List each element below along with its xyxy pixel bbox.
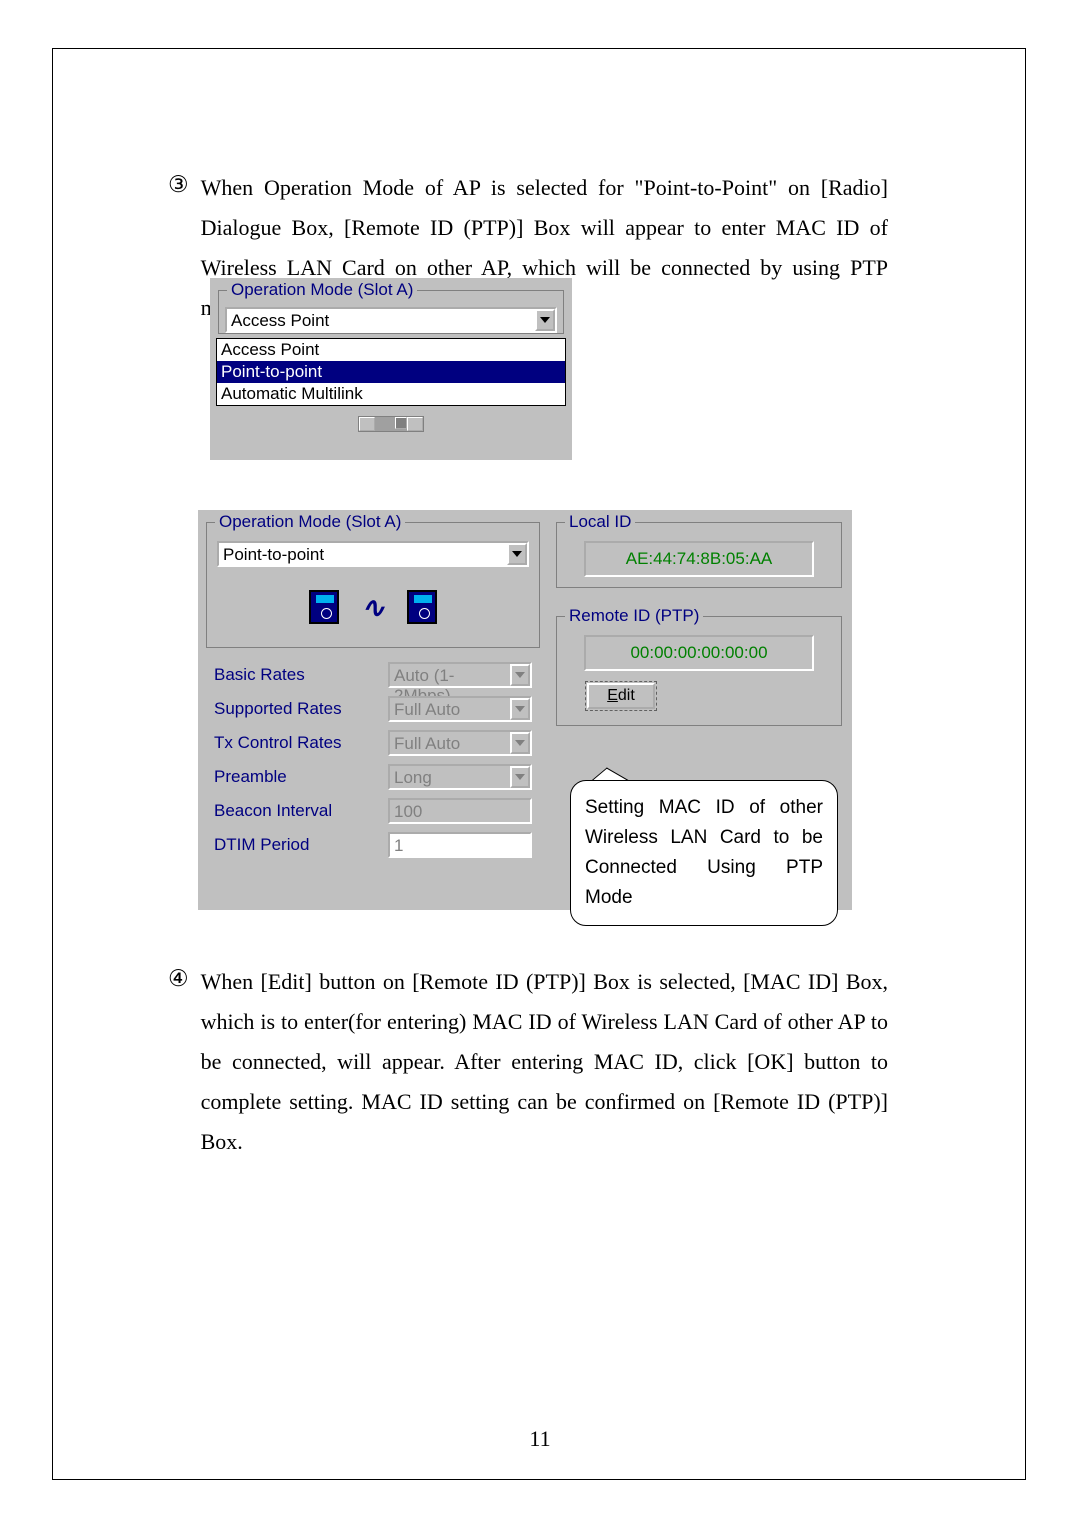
operation-mode-legend: Operation Mode (Slot A) (227, 280, 417, 300)
beacon-interval-value: 100 (390, 800, 530, 822)
basic-rates-select[interactable]: Auto (1-2Mbps) (388, 662, 532, 688)
dtim-period-value: 1 (390, 834, 530, 856)
ptp-left-column: Operation Mode (Slot A) Point-to-point ∿… (206, 522, 540, 862)
beacon-interval-row: Beacon Interval 100 (214, 794, 532, 828)
scroll-thumb[interactable] (395, 417, 407, 429)
basic-rates-row: Basic Rates Auto (1-2Mbps) (214, 658, 532, 692)
operation-mode-select[interactable]: Point-to-point (217, 541, 529, 567)
horizontal-scrollbar[interactable] (358, 416, 424, 432)
supported-rates-value: Full Auto (390, 698, 510, 720)
beacon-interval-input[interactable]: 100 (388, 798, 532, 824)
option-access-point[interactable]: Access Point (217, 339, 565, 361)
ap-icon (309, 590, 339, 624)
tx-control-rates-row: Tx Control Rates Full Auto (214, 726, 532, 760)
remote-id-value: 00:00:00:00:00:00 (584, 635, 814, 671)
preamble-label: Preamble (214, 767, 384, 787)
dropdown-arrow-icon[interactable] (510, 766, 530, 788)
item-number-3: ③ (168, 168, 189, 328)
option-point-to-point[interactable]: Point-to-point (217, 361, 565, 383)
ap-icon (407, 590, 437, 624)
basic-rates-value: Auto (1-2Mbps) (390, 664, 510, 686)
tx-control-rates-select[interactable]: Full Auto (388, 730, 532, 756)
ptp-right-column: Local ID AE:44:74:8B:05:AA Remote ID (PT… (556, 522, 842, 736)
preamble-value: Long (390, 766, 510, 788)
operation-mode-dropdown-panel: Operation Mode (Slot A) Access Point Acc… (210, 278, 572, 460)
remote-id-legend: Remote ID (PTP) (565, 606, 703, 626)
supported-rates-row: Supported Rates Full Auto (214, 692, 532, 726)
callout-text: Setting MAC ID of other Wireless LAN Car… (585, 797, 823, 908)
callout-box: Setting MAC ID of other Wireless LAN Car… (570, 780, 838, 926)
radio-settings-grid: Basic Rates Auto (1-2Mbps) Supported Rat… (214, 658, 532, 862)
wireless-wave-icon: ∿ (361, 591, 384, 624)
dtim-period-label: DTIM Period (214, 835, 384, 855)
operation-mode-option-list[interactable]: Access Point Point-to-point Automatic Mu… (216, 338, 566, 406)
dropdown-arrow-icon[interactable] (507, 543, 527, 565)
operation-mode-legend-2: Operation Mode (Slot A) (215, 512, 405, 532)
dtim-period-row: DTIM Period 1 (214, 828, 532, 862)
edit-button-label-rest: dit (618, 687, 635, 704)
supported-rates-label: Supported Rates (214, 699, 384, 719)
operation-mode-fieldset: Operation Mode (Slot A) Access Point (218, 290, 564, 334)
dropdown-arrow-icon[interactable] (535, 309, 555, 331)
content-block-4: ④ When [Edit] button on [Remote ID (PTP)… (168, 962, 888, 1176)
ptp-link-illustration: ∿ (217, 573, 529, 641)
dropdown-arrow-icon[interactable] (510, 664, 530, 686)
local-id-fieldset: Local ID AE:44:74:8B:05:AA (556, 522, 842, 588)
list-item-4: ④ When [Edit] button on [Remote ID (PTP)… (168, 962, 888, 1162)
tx-control-rates-value: Full Auto (390, 732, 510, 754)
remote-id-fieldset: Remote ID (PTP) 00:00:00:00:00:00 Edit (556, 616, 842, 726)
scroll-track[interactable] (375, 417, 407, 431)
dtim-period-input[interactable]: 1 (388, 832, 532, 858)
basic-rates-label: Basic Rates (214, 665, 384, 685)
supported-rates-select[interactable]: Full Auto (388, 696, 532, 722)
scroll-right-icon[interactable] (407, 417, 423, 431)
scroll-left-icon[interactable] (359, 417, 375, 431)
edit-button-focus-ring: Edit (585, 681, 657, 711)
operation-mode-combo-value: Access Point (227, 309, 535, 331)
operation-mode-value: Point-to-point (219, 543, 507, 565)
item-text-4: When [Edit] button on [Remote ID (PTP)] … (201, 962, 888, 1162)
dropdown-arrow-icon[interactable] (510, 698, 530, 720)
operation-mode-fieldset-2: Operation Mode (Slot A) Point-to-point ∿ (206, 522, 540, 648)
tx-control-rates-label: Tx Control Rates (214, 733, 384, 753)
preamble-row: Preamble Long (214, 760, 532, 794)
edit-button[interactable]: Edit (587, 683, 655, 709)
dropdown-arrow-icon[interactable] (510, 732, 530, 754)
operation-mode-combo[interactable]: Access Point (225, 307, 557, 333)
page-number: 11 (0, 1426, 1080, 1452)
local-id-value: AE:44:74:8B:05:AA (584, 541, 814, 577)
local-id-legend: Local ID (565, 512, 635, 532)
item-number-4: ④ (168, 962, 189, 1162)
beacon-interval-label: Beacon Interval (214, 801, 384, 821)
preamble-select[interactable]: Long (388, 764, 532, 790)
option-automatic-multilink[interactable]: Automatic Multilink (217, 383, 565, 405)
